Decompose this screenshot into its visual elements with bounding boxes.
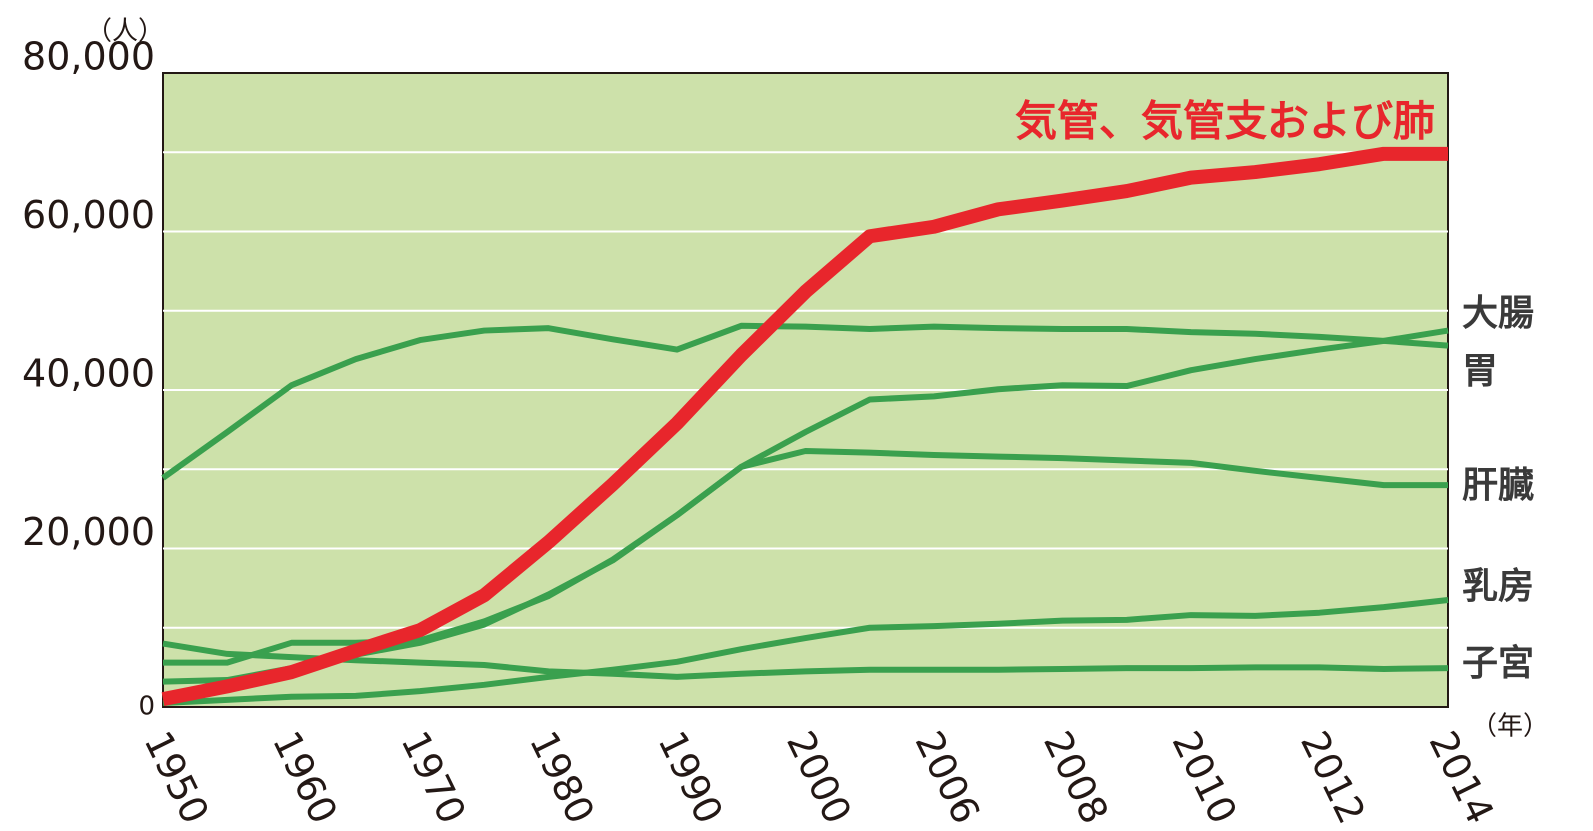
x-tick-label: 2008 xyxy=(1035,724,1117,830)
y-tick-label: 40,000 xyxy=(22,352,155,396)
x-tick-label: 2000 xyxy=(778,724,860,830)
x-tick-label: 1960 xyxy=(264,724,346,830)
x-tick-label: 1990 xyxy=(649,724,731,830)
x-tick-label: 1980 xyxy=(521,724,603,830)
x-tick-label: 2006 xyxy=(906,724,988,830)
series-label: 子宮 xyxy=(1462,643,1534,684)
series-line xyxy=(161,146,1448,706)
series-label: 気管、気管支および肺 xyxy=(1015,97,1435,146)
x-tick-label: 2010 xyxy=(1163,724,1245,830)
x-tick-label: 2012 xyxy=(1292,724,1374,830)
y-tick-label: 20,000 xyxy=(22,510,155,554)
series-line xyxy=(162,640,1449,680)
y-tick-label: 80,000 xyxy=(22,35,155,79)
y-unit: （人） xyxy=(86,17,164,47)
x-unit: （年） xyxy=(1471,712,1549,742)
y-tick-label: 0 xyxy=(138,692,155,722)
series-label: 胃 xyxy=(1462,351,1498,392)
x-tick-label: 1950 xyxy=(135,724,217,830)
y-tick-label: 60,000 xyxy=(22,193,155,237)
series-label: 大腸 xyxy=(1462,293,1534,334)
series-label: 乳房 xyxy=(1462,566,1534,607)
x-tick-label: 1970 xyxy=(392,724,474,830)
series-line xyxy=(161,322,1449,481)
series-line xyxy=(162,597,1449,707)
series-label: 肝臓 xyxy=(1462,465,1534,506)
